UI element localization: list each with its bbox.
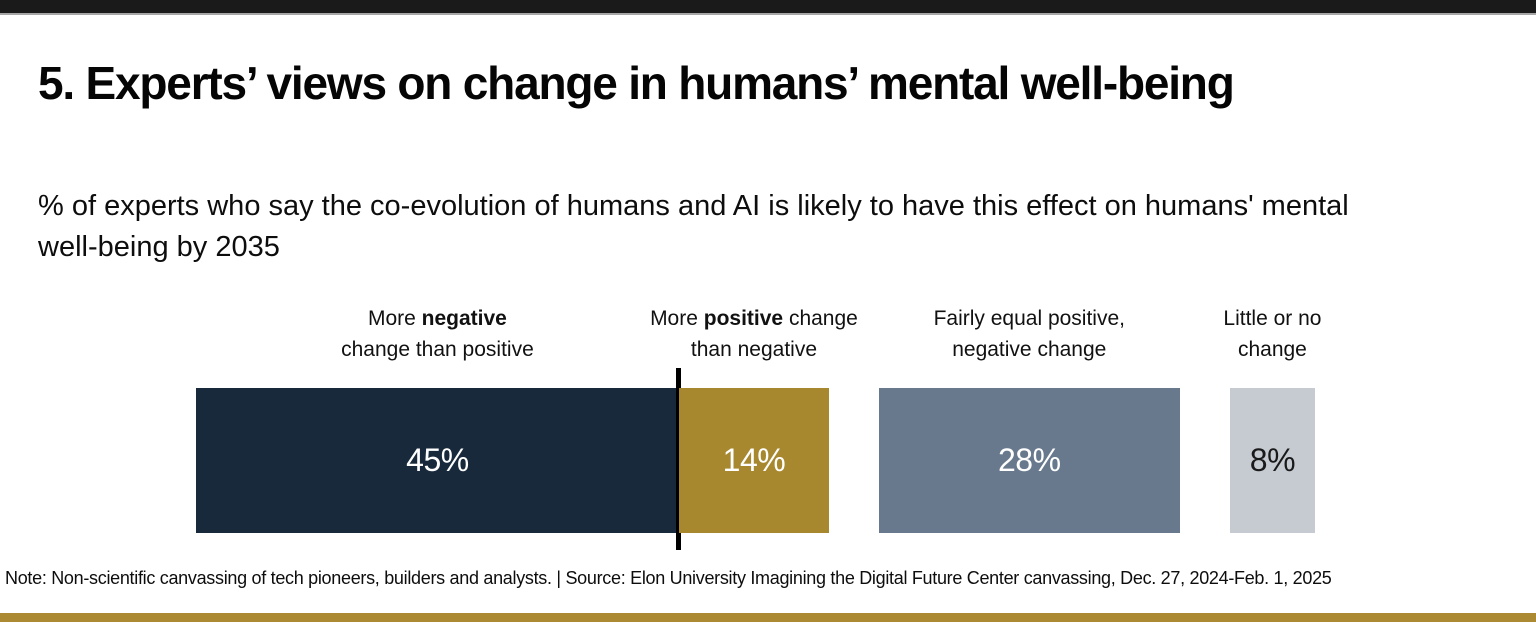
top-bar — [0, 0, 1536, 15]
bar-fairly-equal: 28% — [879, 388, 1180, 533]
category-label-more-positive: More positive change than negative — [650, 307, 858, 361]
page-title: 5. Experts’ views on change in humans’ m… — [38, 57, 1235, 109]
bottom-accent-bar — [0, 613, 1536, 622]
chart-subtitle-line2: well-being by 2035 — [38, 231, 280, 263]
bar-more-positive: 14% — [678, 388, 830, 533]
bar-value-label: 45% — [406, 442, 469, 478]
bar-chart: More negative change than positive More … — [0, 295, 1536, 560]
chart-subtitle: % of experts who say the co-evolution of… — [38, 186, 1349, 268]
bar-value-label: 8% — [1249, 442, 1296, 478]
category-label-fairly-equal: Fairly equal positive, negative change — [933, 307, 1125, 361]
category-label-more-negative: More negative change than positive — [341, 307, 534, 361]
source-note: Note: Non-scientific canvassing of tech … — [5, 568, 1332, 588]
bar-value-label: 28% — [998, 442, 1061, 478]
bar-little-or-no: 8% — [1229, 388, 1316, 533]
category-label-little-or-no: Little or no change — [1223, 307, 1322, 361]
chart-subtitle-line1: % of experts who say the co-evolution of… — [38, 190, 1349, 222]
bar-value-label: 14% — [722, 442, 786, 478]
bar-more-negative: 45% — [196, 388, 679, 533]
